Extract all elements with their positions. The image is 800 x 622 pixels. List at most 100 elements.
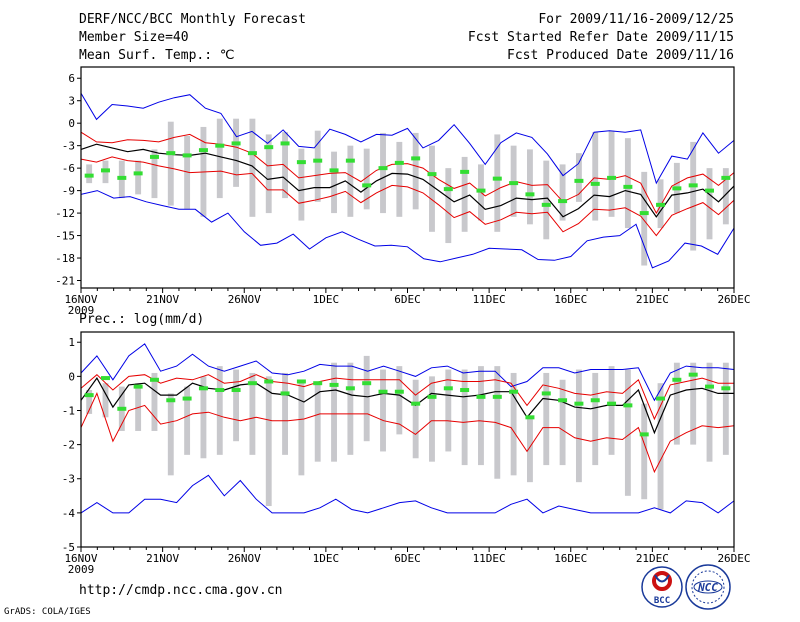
temp-range-box	[543, 160, 550, 240]
prec-range-box	[412, 379, 419, 459]
temp-observed-mark	[525, 192, 535, 197]
prec-ensemble-mean-line	[80, 376, 734, 435]
header-forecast-period: For 2009/11/16-2009/12/25	[538, 12, 734, 27]
prec-observed-mark	[672, 377, 682, 382]
prec-observed-mark	[525, 415, 535, 420]
temp-observed-mark	[509, 181, 519, 186]
prec-range-box	[641, 403, 648, 500]
temp-observed-mark	[362, 183, 372, 188]
prec-observed-mark	[182, 396, 192, 401]
temp-observed-mark	[688, 183, 698, 188]
temp-lower-spread-line	[80, 156, 735, 237]
prec-ytick-label: -2	[62, 439, 75, 452]
temp-range-box	[608, 130, 615, 217]
temp-observed-mark	[639, 211, 649, 216]
prec-range-box	[706, 362, 713, 462]
prec-range-box	[510, 372, 517, 476]
temp-range-box	[429, 145, 435, 232]
prec-observed-mark	[656, 396, 666, 401]
prec-observed-mark	[688, 372, 698, 377]
temp-observed-mark	[345, 158, 355, 163]
temp-observed-mark	[296, 160, 306, 165]
prec-range-box	[722, 362, 729, 455]
prec-ytick-label: -5	[62, 541, 75, 554]
temp-range-box	[331, 151, 337, 214]
prec-observed-mark	[394, 389, 404, 394]
prec-range-box	[608, 366, 615, 455]
temp-range-box	[624, 138, 631, 229]
temp-xtick-label: 26NOV	[228, 293, 261, 306]
prec-range-box	[282, 372, 289, 455]
temp-ytick-label: -6	[62, 162, 75, 175]
temp-observed-mark	[264, 145, 274, 150]
temp-range-box	[690, 141, 697, 251]
prec-observed-mark	[721, 386, 731, 391]
temp-xtick-year-label: 2009	[68, 304, 95, 317]
header-member-size: Member Size=40	[79, 30, 189, 45]
temp-range-box	[641, 171, 648, 266]
ncc-logo: NCC	[685, 564, 731, 610]
temp-range-box	[135, 160, 142, 195]
prec-observed-mark	[541, 391, 551, 396]
prec-range-box	[233, 369, 240, 442]
prec-ytick-label: 0	[68, 370, 75, 383]
temp-range-box	[265, 134, 272, 214]
temp-max-member-line	[80, 92, 735, 185]
temp-range-box	[216, 118, 223, 199]
temp-range-box	[445, 168, 452, 244]
temp-observed-mark	[672, 186, 682, 191]
temp-range-box	[298, 148, 305, 221]
prec-xtick-label: 26NOV	[228, 552, 261, 565]
temp-observed-mark	[182, 153, 192, 158]
footer-credit: GrADS: COLA/IGES	[4, 607, 91, 617]
prec-range-box	[86, 390, 93, 414]
temp-upper-spread-line	[80, 131, 735, 215]
temp-observed-mark	[443, 187, 453, 192]
prec-range-box	[216, 366, 223, 455]
temp-observed-mark	[215, 143, 225, 148]
temp-observed-mark	[460, 169, 470, 174]
header-variable-temp: Mean Surf. Temp.: ℃	[79, 48, 234, 63]
prec-range-box	[429, 376, 435, 462]
prec-xtick-year-label: 2009	[68, 563, 95, 576]
prec-observed-mark	[590, 398, 600, 403]
temp-observed-mark	[558, 199, 568, 204]
bcc-logo: BCC	[641, 566, 683, 608]
prec-range-box	[380, 369, 386, 452]
prec-ytick-label: -4	[62, 507, 76, 520]
footer-url[interactable]: http://cmdp.ncc.cma.gov.cn	[79, 583, 283, 598]
prec-range-box	[314, 383, 321, 462]
prec-range-box	[559, 379, 566, 466]
temp-min-member-line	[80, 190, 735, 269]
temp-observed-mark	[476, 188, 486, 193]
temp-observed-mark	[117, 175, 127, 180]
temp-range-box	[233, 118, 240, 187]
temp-range-box	[347, 145, 354, 217]
temp-range-box	[592, 132, 599, 221]
temperature-panel: 6 3 0 -3 -6 -9 -12 -15 -18 -21 16NOV 21NOV 26NOV 1DEC…	[55, 66, 751, 317]
bcc-logo-text: BCC	[654, 596, 670, 606]
prec-observed-mark	[329, 382, 339, 387]
prec-observed-mark	[117, 406, 127, 411]
prec-observed-mark	[84, 393, 94, 398]
prec-xtick-label: 6DEC	[394, 552, 421, 565]
temp-observed-mark	[590, 181, 600, 186]
temp-range-box	[412, 132, 419, 210]
temp-range-box	[559, 164, 566, 221]
prec-range-box	[526, 417, 533, 483]
prec-range-box	[445, 369, 452, 452]
temp-observed-mark	[313, 158, 323, 163]
temp-range-box	[396, 141, 403, 217]
prec-observed-mark	[100, 376, 110, 381]
temp-observed-mark	[492, 176, 502, 181]
prec-observed-mark	[280, 391, 290, 396]
prec-observed-mark	[623, 403, 633, 408]
prec-range-box	[494, 366, 501, 479]
prec-xtick-label: 21NOV	[146, 552, 179, 565]
prec-range-box	[167, 393, 174, 476]
prec-range-box	[102, 383, 109, 418]
prec-range-box	[624, 369, 631, 496]
prec-xtick-label: 21DEC	[636, 552, 669, 565]
